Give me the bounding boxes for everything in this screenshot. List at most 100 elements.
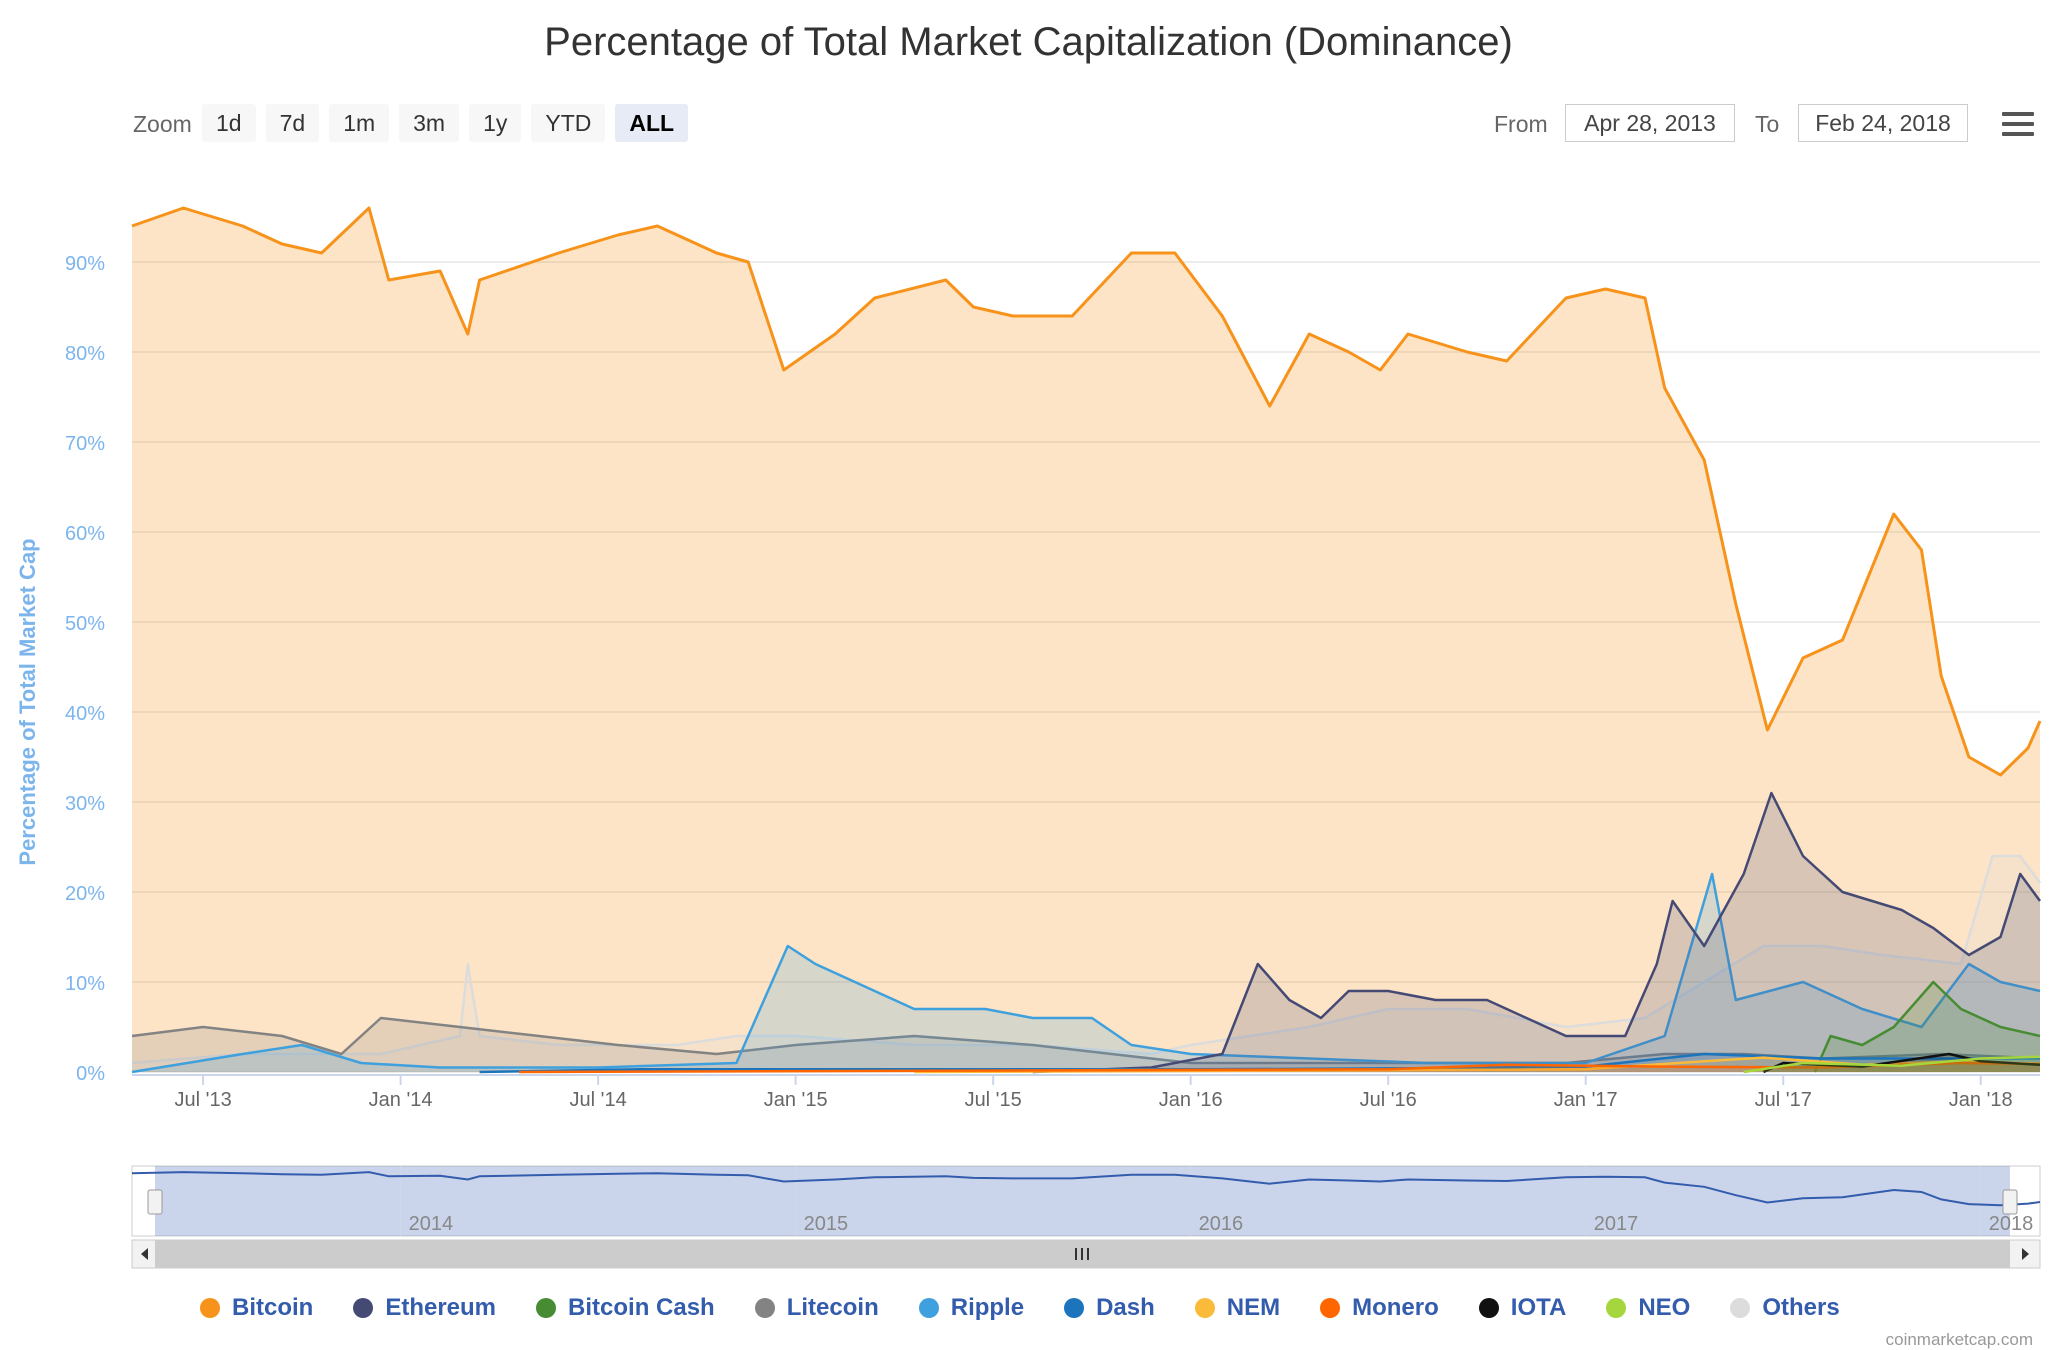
area-fill-iota xyxy=(1763,1054,2040,1072)
legend-item-others[interactable]: Others xyxy=(1730,1294,1840,1322)
navigator-tick-label: 2014 xyxy=(409,1213,454,1235)
zoom-ytd-button[interactable]: YTD xyxy=(531,104,606,142)
legend-dot-ethereum xyxy=(353,1298,374,1318)
legend-label: Bitcoin Cash xyxy=(568,1294,715,1321)
chart-title: Percentage of Total Market Capitalizatio… xyxy=(544,20,1513,64)
legend-item-bitcoin[interactable]: Bitcoin xyxy=(200,1294,313,1322)
legend-label: Dash xyxy=(1096,1294,1155,1321)
area-fill-bitcoin xyxy=(132,208,2040,1072)
legend-dot-monero xyxy=(1320,1298,1341,1318)
to-label: To xyxy=(1755,111,1780,137)
navigator-series-line xyxy=(131,1171,2041,1207)
legend-item-dash[interactable]: Dash xyxy=(1064,1294,1155,1322)
zoom-7d-button[interactable]: 7d xyxy=(265,104,320,142)
x-tick-label: Jul '13 xyxy=(175,1089,232,1111)
legend-label: Bitcoin xyxy=(232,1294,314,1321)
navigator-tick-label: 2015 xyxy=(804,1213,849,1235)
navigator-tick-label: 2018 xyxy=(1989,1213,2034,1235)
navigator-left-handle[interactable] xyxy=(147,1189,163,1215)
series-line-monero[interactable] xyxy=(519,1061,2041,1074)
navigator-right-handle[interactable] xyxy=(2002,1189,2018,1215)
series-line-ethereum[interactable] xyxy=(1032,791,2042,1074)
area-fill-ethereum xyxy=(1032,793,2040,1072)
x-tick-label: Jul '15 xyxy=(965,1089,1022,1111)
y-tick-label: 30% xyxy=(65,793,105,815)
legend-dot-iota xyxy=(1478,1298,1499,1318)
y-tick-label: 80% xyxy=(65,343,105,365)
area-fill-bitcoin-cash xyxy=(1814,982,2040,1072)
legend-label: NEM xyxy=(1226,1294,1281,1321)
series-line-bitcoin[interactable] xyxy=(131,206,2042,777)
from-date-input[interactable]: Apr 28, 2013 xyxy=(1565,104,1735,142)
series-line-dash[interactable] xyxy=(479,1052,2040,1074)
legend-item-litecoin[interactable]: Litecoin xyxy=(754,1294,879,1322)
from-label: From xyxy=(1494,111,1548,137)
y-axis-title: Percentage of Total Market Cap xyxy=(15,538,40,865)
x-tick-label: Jan '15 xyxy=(764,1089,828,1111)
legend: Bitcoin Ethereum Bitcoin Cash Litecoin R… xyxy=(200,1294,1840,1322)
zoom-3m-button[interactable]: 3m xyxy=(399,104,460,142)
hamburger-menu-icon[interactable] xyxy=(2002,112,2034,138)
zoom-all-button[interactable]: ALL xyxy=(615,104,689,142)
scroll-left-arrow-icon[interactable] xyxy=(141,1248,148,1260)
series-line-ripple[interactable] xyxy=(131,872,2041,1074)
y-tick-label: 50% xyxy=(65,613,105,635)
x-tick-label: Jul '14 xyxy=(570,1089,627,1111)
x-tick-label: Jan '14 xyxy=(369,1089,433,1111)
legend-item-iota[interactable]: IOTA xyxy=(1478,1294,1567,1322)
credit-link[interactable]: coinmarketcap.com xyxy=(1885,1330,2033,1349)
y-tick-label: 70% xyxy=(65,433,105,455)
legend-dot-neo xyxy=(1606,1298,1627,1318)
zoom-button-group: 1d 7d 1m 3m 1y YTD ALL xyxy=(202,104,689,142)
legend-item-ripple[interactable]: Ripple xyxy=(918,1294,1025,1322)
legend-label: Others xyxy=(1762,1294,1840,1321)
legend-dot-dash xyxy=(1064,1298,1085,1318)
series-line-iota[interactable] xyxy=(1762,1052,2041,1074)
zoom-1y-button[interactable]: 1y xyxy=(469,104,522,142)
area-fill-others xyxy=(132,856,2040,1072)
zoom-label: Zoom xyxy=(133,111,192,137)
x-tick-label: Jul '17 xyxy=(1755,1089,1812,1111)
area-fill-nem xyxy=(914,1057,2041,1072)
to-date-input[interactable]: Feb 24, 2018 xyxy=(1798,104,1968,142)
zoom-1d-button[interactable]: 1d xyxy=(202,104,256,142)
legend-item-neo[interactable]: NEO xyxy=(1606,1294,1690,1322)
legend-dot-bitcoin xyxy=(200,1298,220,1318)
area-fill-litecoin xyxy=(132,1018,2040,1072)
x-tick-label: Jul '16 xyxy=(1360,1089,1417,1111)
x-tick-label: Jan '18 xyxy=(1949,1089,2013,1111)
navigator-tick-label: 2016 xyxy=(1199,1213,1244,1235)
legend-dot-litecoin xyxy=(754,1298,775,1318)
legend-item-nem[interactable]: NEM xyxy=(1194,1294,1281,1322)
x-tick-label: Jan '16 xyxy=(1159,1089,1223,1111)
legend-label: IOTA xyxy=(1510,1294,1567,1321)
area-fill-monero xyxy=(519,1063,2040,1072)
series-line-bitcoin-cash[interactable] xyxy=(1813,980,2041,1073)
legend-label: NEO xyxy=(1638,1294,1691,1321)
legend-label: Monero xyxy=(1352,1294,1439,1321)
x-tick-label: Jan '17 xyxy=(1554,1089,1618,1111)
series-line-neo[interactable] xyxy=(1743,1055,2041,1074)
legend-dot-others xyxy=(1730,1298,1751,1318)
legend-dot-nem xyxy=(1194,1298,1215,1318)
legend-item-bitcoin-cash[interactable]: Bitcoin Cash xyxy=(536,1294,715,1322)
y-tick-label: 90% xyxy=(65,253,105,275)
legend-dot-bitcoin-cash xyxy=(536,1298,557,1318)
legend-item-ethereum[interactable]: Ethereum xyxy=(353,1294,496,1322)
navigator[interactable]: 2014 2015 2016 2017 2018 xyxy=(131,1165,2041,1269)
legend-label: Ethereum xyxy=(385,1294,497,1321)
y-tick-label: 20% xyxy=(65,883,105,905)
y-tick-label: 0% xyxy=(76,1063,105,1085)
legend-label: Ripple xyxy=(950,1294,1025,1321)
legend-item-monero[interactable]: Monero xyxy=(1320,1294,1439,1322)
y-tick-label: 10% xyxy=(65,973,105,995)
navigator-tick-label: 2017 xyxy=(1594,1213,1639,1235)
zoom-1m-button[interactable]: 1m xyxy=(329,104,390,142)
y-tick-label: 40% xyxy=(65,703,105,725)
legend-dot-ripple xyxy=(918,1298,939,1318)
y-tick-label: 60% xyxy=(65,523,105,545)
scroll-right-arrow-icon[interactable] xyxy=(2022,1248,2029,1260)
legend-label: Litecoin xyxy=(786,1294,879,1321)
series-line-others[interactable] xyxy=(131,854,2042,1065)
